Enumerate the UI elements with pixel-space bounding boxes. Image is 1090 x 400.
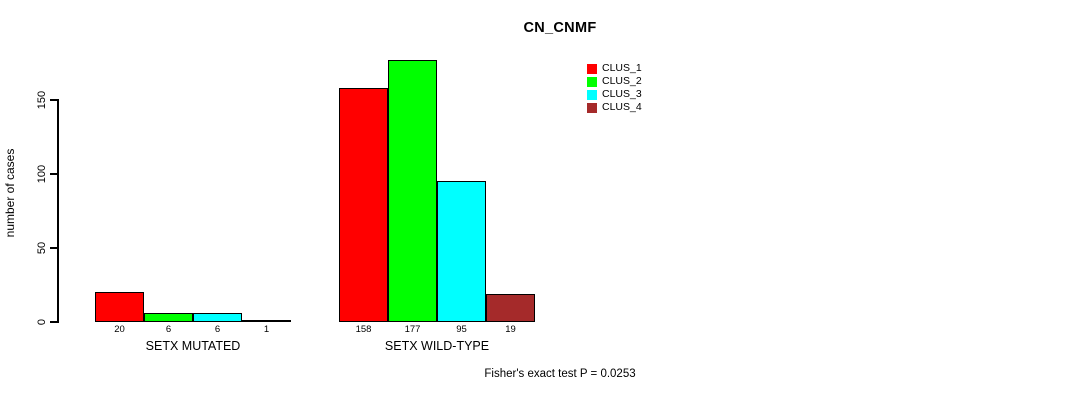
bar-value-setx-wild-type-clus-1: 158 (355, 324, 372, 335)
bar-value-setx-wild-type-clus-2: 177 (404, 324, 421, 335)
legend-row-clus-2: CLUS_2 (587, 75, 642, 88)
y-axis-line (57, 99, 59, 323)
y-tick-mark-100 (50, 173, 57, 175)
bar-setx-mutated-clus-1 (95, 292, 144, 322)
legend-swatch-clus-2 (587, 76, 597, 87)
legend-swatch-clus-3 (587, 89, 597, 100)
legend-label-clus-1: CLUS_1 (602, 62, 642, 74)
bar-setx-wild-type-clus-2 (388, 60, 437, 322)
legend-row-clus-4: CLUS_4 (587, 101, 642, 114)
y-tick-label-0: 0 (36, 318, 48, 326)
bar-setx-wild-type-clus-3 (437, 181, 486, 322)
y-tick-mark-0 (50, 321, 57, 323)
bar-setx-wild-type-clus-1 (339, 88, 388, 322)
bar-value-setx-mutated-clus-3: 6 (214, 324, 221, 335)
y-tick-mark-150 (50, 99, 57, 101)
y-tick-mark-50 (50, 247, 57, 249)
legend-label-clus-4: CLUS_4 (602, 101, 642, 113)
legend-row-clus-1: CLUS_1 (587, 62, 642, 75)
bar-value-setx-mutated-clus-1: 20 (114, 324, 125, 335)
group-label-setx-mutated: SETX MUTATED (145, 339, 241, 353)
bar-setx-mutated-clus-2 (144, 313, 193, 322)
y-tick-label-150: 150 (36, 90, 48, 110)
legend-label-clus-2: CLUS_2 (602, 75, 642, 87)
bar-setx-mutated-clus-4 (242, 320, 291, 322)
legend-label-clus-3: CLUS_3 (602, 88, 642, 100)
bar-setx-wild-type-clus-4 (486, 294, 535, 322)
legend-swatch-clus-1 (587, 63, 597, 74)
fisher-test-annotation: Fisher's exact test P = 0.0253 (484, 368, 636, 380)
legend-swatch-clus-4 (587, 102, 597, 113)
legend-row-clus-3: CLUS_3 (587, 88, 642, 101)
chart-title: CN_CNMF (523, 20, 597, 36)
bar-value-setx-mutated-clus-2: 6 (165, 324, 172, 335)
bar-value-setx-wild-type-clus-3: 95 (456, 324, 467, 335)
bar-value-setx-wild-type-clus-4: 19 (505, 324, 516, 335)
bar-value-setx-mutated-clus-4: 1 (263, 324, 270, 335)
y-tick-label-100: 100 (36, 164, 48, 184)
y-tick-label-50: 50 (36, 241, 48, 255)
legend: CLUS_1 CLUS_2 CLUS_3 CLUS_4 (587, 62, 642, 114)
y-axis-label: number of cases (3, 148, 17, 238)
bar-setx-mutated-clus-3 (193, 313, 242, 322)
group-label-setx-wild-type: SETX WILD-TYPE (384, 339, 490, 353)
